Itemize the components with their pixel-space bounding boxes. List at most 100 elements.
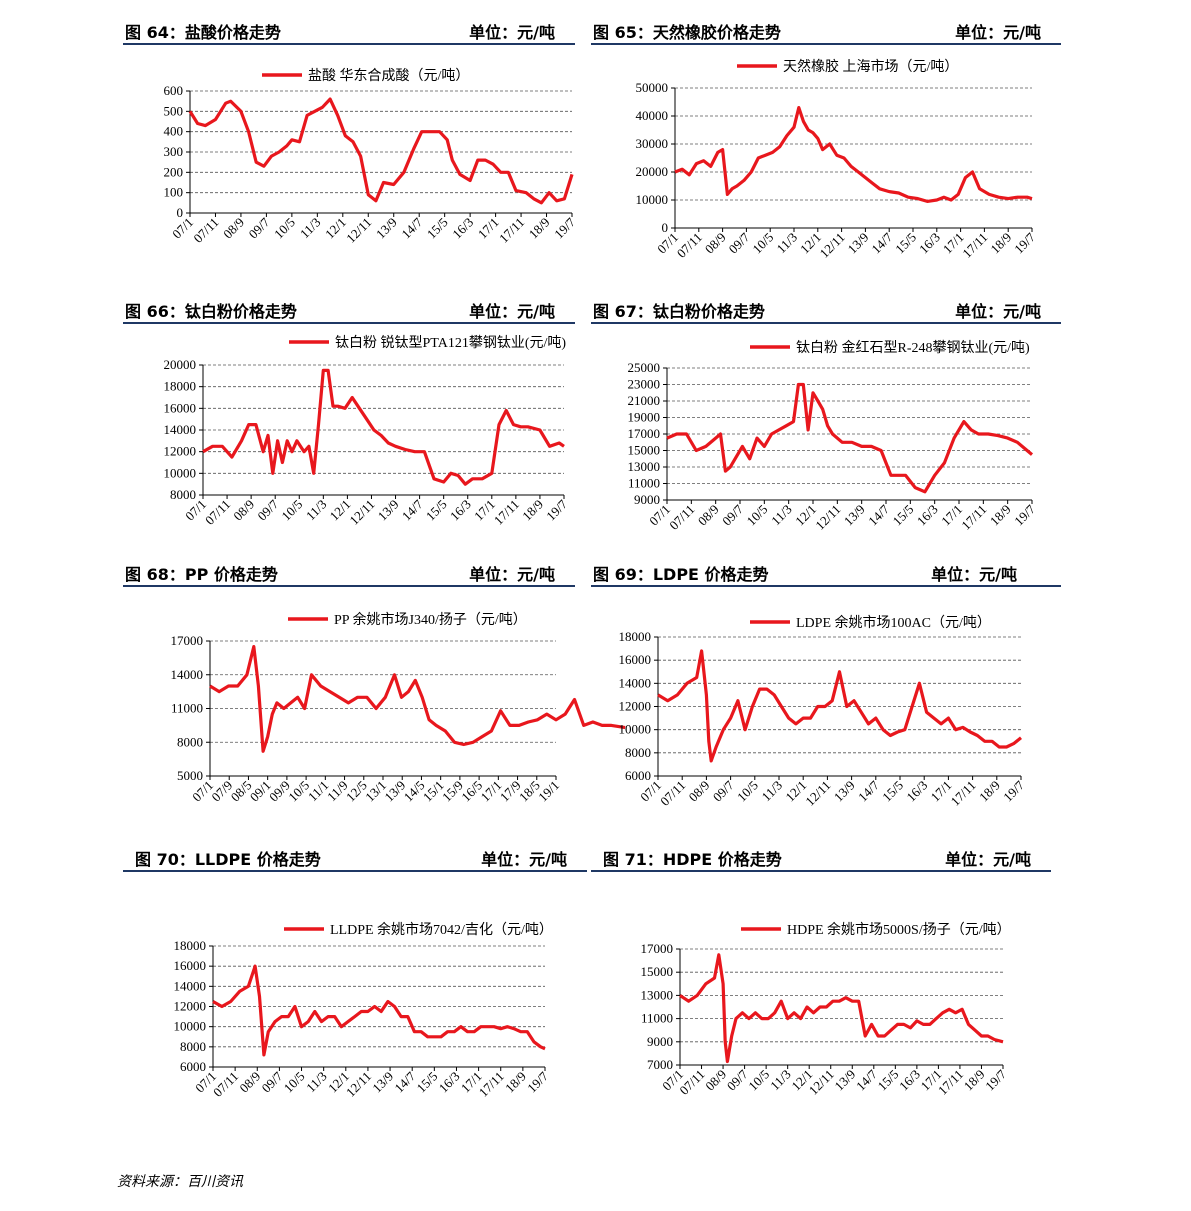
figure-title: 图 70：LLDPE 价格走势 bbox=[135, 850, 321, 869]
y-tick-label: 15000 bbox=[641, 964, 674, 979]
x-tick-label: 19/7 bbox=[982, 1066, 1009, 1093]
figure-title: 图 65：天然橡胶价格走势 bbox=[593, 23, 781, 42]
x-tick-label: 15/5 bbox=[874, 1067, 901, 1094]
y-tick-label: 8000 bbox=[170, 487, 196, 502]
figure-title: 图 69：LDPE 价格走势 bbox=[593, 565, 769, 584]
y-tick-label: 0 bbox=[662, 220, 669, 235]
y-tick-label: 9000 bbox=[647, 1034, 673, 1049]
figure-unit: 单位：元/吨 bbox=[955, 302, 1041, 321]
y-tick-label: 12000 bbox=[174, 999, 207, 1014]
x-tick-label: 18/9 bbox=[961, 1067, 988, 1094]
y-tick-label: 17000 bbox=[641, 941, 674, 956]
y-tick-label: 11000 bbox=[641, 1011, 673, 1026]
y-tick-label: 18000 bbox=[164, 379, 197, 394]
y-tick-label: 8000 bbox=[625, 745, 651, 760]
y-tick-label: 0 bbox=[177, 205, 184, 220]
y-tick-label: 12000 bbox=[619, 699, 652, 714]
y-tick-label: 13000 bbox=[628, 459, 661, 474]
y-tick-label: 200 bbox=[164, 164, 184, 179]
y-tick-label: 300 bbox=[164, 144, 184, 159]
y-tick-label: 13000 bbox=[641, 987, 674, 1002]
y-tick-label: 16000 bbox=[164, 400, 197, 415]
y-tick-label: 11000 bbox=[171, 701, 203, 716]
figure-unit: 单位：元/吨 bbox=[931, 565, 1017, 584]
x-tick-label: 16/3 bbox=[896, 1067, 923, 1094]
y-tick-label: 40000 bbox=[636, 108, 669, 123]
figure-header-67: 图 67：钛白粉价格走势 单位：元/吨 bbox=[591, 292, 1061, 324]
series-line bbox=[188, 97, 574, 205]
figure-unit: 单位：元/吨 bbox=[945, 850, 1031, 869]
y-tick-label: 14000 bbox=[619, 675, 652, 690]
figure-unit: 单位：元/吨 bbox=[481, 850, 567, 869]
legend-label: 钛白粉 金红石型R-248攀钢钛业(元/吨) bbox=[796, 340, 1030, 356]
y-tick-label: 12000 bbox=[164, 444, 197, 459]
y-tick-label: 17000 bbox=[628, 426, 661, 441]
figure-unit: 单位：元/吨 bbox=[469, 565, 555, 584]
figure-header-70: 图 70：LLDPE 价格走势 单位：元/吨 bbox=[123, 840, 587, 872]
legend-label: 盐酸 华东合成酸（元/吨） bbox=[308, 68, 469, 84]
y-tick-label: 600 bbox=[164, 83, 184, 98]
y-tick-label: 16000 bbox=[174, 958, 207, 973]
y-tick-label: 6000 bbox=[625, 768, 651, 783]
figure-title: 图 71：HDPE 价格走势 bbox=[603, 850, 782, 869]
y-tick-label: 50000 bbox=[636, 80, 669, 95]
y-tick-label: 18000 bbox=[619, 629, 652, 644]
figure-header-64: 图 64：盐酸价格走势 单位：元/吨 bbox=[123, 13, 575, 45]
figure-unit: 单位：元/吨 bbox=[469, 302, 555, 321]
y-tick-label: 19000 bbox=[628, 410, 661, 425]
series-line bbox=[679, 953, 1004, 1064]
figure-header-68: 图 68：PP 价格走势 单位：元/吨 bbox=[123, 555, 575, 587]
figure-header-66: 图 66：钛白粉价格走势 单位：元/吨 bbox=[123, 292, 575, 324]
y-tick-label: 400 bbox=[164, 124, 184, 139]
figure-title: 图 68：PP 价格走势 bbox=[125, 565, 278, 584]
y-tick-label: 5000 bbox=[177, 768, 203, 783]
y-tick-label: 7000 bbox=[647, 1057, 673, 1072]
legend-label: PP 余姚市场J340/扬子（元/吨） bbox=[334, 611, 527, 628]
x-tick-label: 11/3 bbox=[767, 1067, 794, 1094]
y-tick-label: 500 bbox=[164, 103, 184, 118]
legend-label: 钛白粉 锐钛型PTA121攀钢钛业(元/吨) bbox=[335, 335, 566, 351]
y-tick-label: 8000 bbox=[180, 1039, 206, 1054]
legend-label: LDPE 余姚市场100AC（元/吨） bbox=[796, 614, 991, 631]
y-tick-label: 14000 bbox=[174, 978, 207, 993]
y-tick-label: 17000 bbox=[171, 633, 204, 648]
y-tick-label: 10000 bbox=[174, 1019, 207, 1034]
x-tick-label: 13/9 bbox=[831, 1067, 858, 1094]
y-tick-label: 30000 bbox=[636, 136, 669, 151]
figure-header-71: 图 71：HDPE 价格走势 单位：元/吨 bbox=[591, 840, 1051, 872]
y-tick-label: 14000 bbox=[164, 422, 197, 437]
figure-title: 图 66：钛白粉价格走势 bbox=[125, 302, 297, 321]
y-tick-label: 16000 bbox=[619, 652, 652, 667]
legend-label: HDPE 余姚市场5000S/扬子（元/吨） bbox=[787, 921, 1011, 938]
y-tick-label: 6000 bbox=[180, 1059, 206, 1074]
series-line bbox=[666, 382, 1034, 494]
y-tick-label: 100 bbox=[164, 185, 184, 200]
y-tick-label: 20000 bbox=[164, 357, 197, 372]
figure-title: 图 67：钛白粉价格走势 bbox=[593, 302, 765, 321]
figure-title: 图 64：盐酸价格走势 bbox=[125, 23, 281, 42]
y-tick-label: 8000 bbox=[177, 734, 203, 749]
y-tick-label: 25000 bbox=[628, 360, 661, 375]
figure-unit: 单位：元/吨 bbox=[955, 23, 1041, 42]
figure-unit: 单位：元/吨 bbox=[469, 23, 555, 42]
y-tick-label: 23000 bbox=[628, 377, 661, 392]
y-tick-label: 11000 bbox=[628, 476, 660, 491]
y-tick-label: 9000 bbox=[634, 492, 660, 507]
y-tick-label: 18000 bbox=[174, 938, 207, 953]
legend-label: 天然橡胶 上海市场（元/吨） bbox=[783, 58, 958, 75]
y-tick-label: 20000 bbox=[636, 164, 669, 179]
y-tick-label: 14000 bbox=[171, 667, 204, 682]
series-line bbox=[212, 964, 546, 1057]
x-tick-label: 08/9 bbox=[702, 1067, 729, 1094]
legend-label: LLDPE 余姚市场7042/吉化（元/吨） bbox=[330, 921, 553, 938]
y-tick-label: 10000 bbox=[164, 465, 197, 480]
y-tick-label: 21000 bbox=[628, 393, 661, 408]
